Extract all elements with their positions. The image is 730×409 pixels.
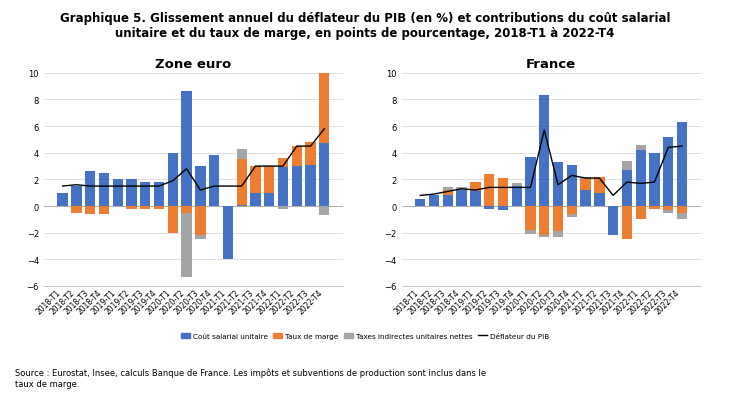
Bar	[484, 207, 494, 209]
Bar	[264, 167, 274, 193]
Bar	[622, 161, 632, 171]
Title: France: France	[526, 58, 576, 71]
Bar	[429, 196, 439, 207]
Bar	[85, 172, 96, 207]
Bar	[305, 143, 315, 165]
Bar	[456, 188, 466, 191]
Bar	[636, 151, 646, 207]
Bar	[237, 149, 247, 160]
Bar	[580, 191, 591, 207]
Bar	[677, 207, 687, 213]
Bar	[126, 207, 137, 209]
Bar	[622, 171, 632, 207]
Bar	[442, 196, 453, 207]
Bar	[72, 207, 82, 213]
Bar	[512, 184, 522, 187]
Bar	[484, 175, 494, 207]
Bar	[291, 167, 302, 207]
Bar	[319, 207, 329, 216]
Text: Source : Eurostat, Insee, calculs Banque de France. Les impôts et subventions de: Source : Eurostat, Insee, calculs Banque…	[15, 368, 485, 388]
Bar	[223, 207, 233, 260]
Bar	[168, 207, 178, 233]
Bar	[663, 137, 673, 207]
Bar	[526, 207, 536, 231]
Bar	[677, 213, 687, 220]
Bar	[278, 168, 288, 207]
Bar	[539, 207, 550, 236]
Bar	[319, 144, 329, 207]
Bar	[526, 157, 536, 207]
Bar	[154, 182, 164, 207]
Bar	[649, 153, 660, 207]
Bar	[470, 182, 480, 192]
Bar	[99, 173, 109, 207]
Title: Zone euro: Zone euro	[155, 58, 231, 71]
Bar	[85, 207, 96, 214]
Legend: Coût salarial unitaire, Taux de marge, Taxes indirectes unitaires nettes, Déflat: Coût salarial unitaire, Taux de marge, T…	[178, 330, 552, 342]
Bar	[594, 193, 604, 207]
Bar	[566, 207, 577, 214]
Bar	[112, 180, 123, 207]
Bar	[553, 207, 564, 232]
Bar	[539, 236, 550, 237]
Bar	[181, 92, 192, 207]
Bar	[636, 146, 646, 151]
Bar	[526, 231, 536, 234]
Bar	[209, 156, 219, 207]
Bar	[663, 211, 673, 213]
Bar	[415, 200, 426, 207]
Bar	[512, 187, 522, 207]
Bar	[126, 180, 137, 207]
Bar	[470, 192, 480, 207]
Bar	[566, 165, 577, 207]
Bar	[649, 207, 660, 209]
Bar	[154, 207, 164, 209]
Bar	[677, 123, 687, 207]
Bar	[594, 177, 604, 193]
Bar	[99, 207, 109, 214]
Bar	[553, 232, 564, 237]
Bar	[264, 193, 274, 207]
Bar	[456, 191, 466, 207]
Bar	[278, 207, 288, 209]
Bar	[278, 159, 288, 168]
Bar	[72, 187, 82, 207]
Bar	[168, 153, 178, 207]
Bar	[195, 207, 206, 236]
Bar	[250, 167, 261, 193]
Bar	[553, 163, 564, 207]
Bar	[195, 236, 206, 240]
Bar	[195, 167, 206, 207]
Bar	[539, 96, 550, 207]
Bar	[291, 147, 302, 167]
Bar	[250, 193, 261, 207]
Bar	[580, 180, 591, 191]
Bar	[181, 207, 192, 213]
Bar	[566, 214, 577, 217]
Bar	[181, 213, 192, 277]
Bar	[140, 182, 150, 207]
Bar	[237, 160, 247, 205]
Bar	[608, 207, 618, 236]
Bar	[622, 207, 632, 240]
Bar	[58, 193, 68, 207]
Bar	[636, 207, 646, 220]
Bar	[237, 205, 247, 207]
Bar	[140, 207, 150, 209]
Bar	[442, 188, 453, 191]
Bar	[305, 165, 315, 207]
Bar	[498, 207, 508, 211]
Text: Graphique 5. Glissement annuel du déflateur du PIB (en %) et contributions du co: Graphique 5. Glissement annuel du déflat…	[60, 12, 670, 40]
Bar	[580, 177, 591, 180]
Bar	[442, 191, 453, 196]
Bar	[663, 207, 673, 211]
Bar	[498, 179, 508, 207]
Bar	[319, 58, 329, 144]
